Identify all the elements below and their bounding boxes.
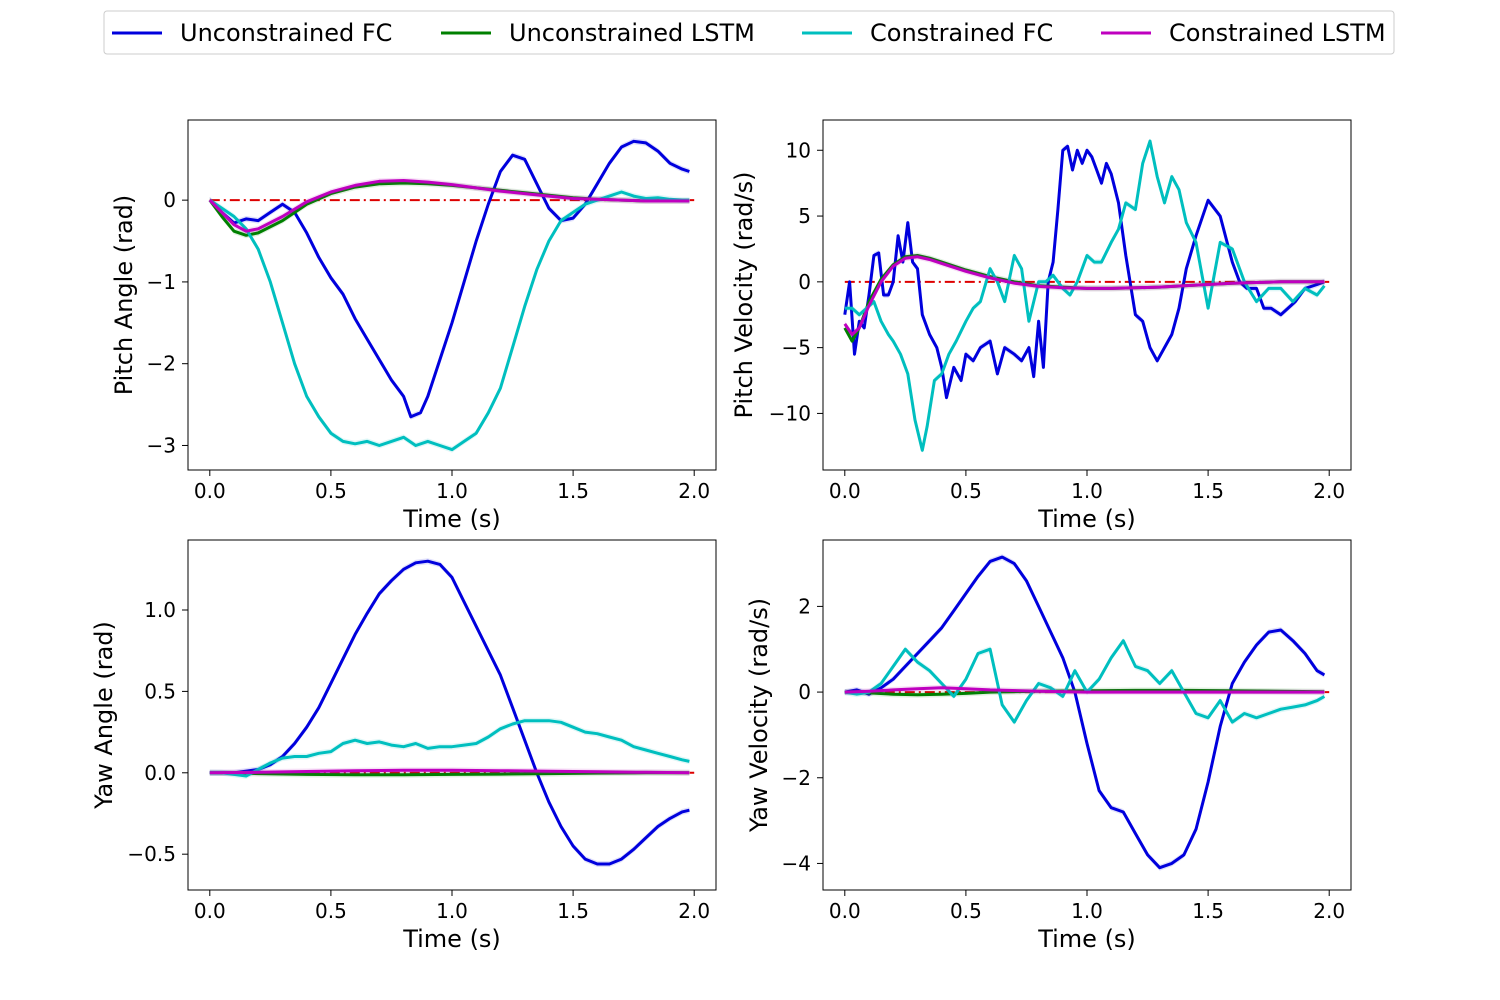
- y-tick-label: −2: [147, 352, 176, 376]
- legend-entry-0: Unconstrained FC: [112, 19, 392, 47]
- plot-area: [843, 138, 1330, 454]
- legend-entry-3: Constrained LSTM: [1101, 19, 1386, 47]
- x-tick-label: 0.5: [315, 479, 347, 503]
- y-tick-label: 0.5: [144, 679, 176, 703]
- legend-frame: [103, 10, 1395, 55]
- legend-label-2: Constrained FC: [870, 19, 1053, 47]
- y-tick-label: 2: [798, 594, 811, 618]
- x-tick-label: 1.5: [1192, 479, 1224, 503]
- plot-area: [208, 138, 695, 453]
- series-line-0: [844, 555, 1326, 870]
- x-tick-label: 0.0: [829, 479, 861, 503]
- y-tick-label: −1: [147, 270, 176, 294]
- y-axis-label: Yaw Velocity (rad/s): [745, 598, 773, 833]
- x-tick-label: 1.0: [436, 479, 468, 503]
- x-tick-label: 0.5: [950, 899, 982, 923]
- x-tick-label: 0.0: [194, 479, 226, 503]
- y-tick-label: 0: [798, 270, 811, 294]
- series-band-0: [844, 554, 1325, 871]
- y-axis-label: Pitch Velocity (rad/s): [730, 172, 758, 419]
- series-line-3: [209, 768, 690, 775]
- y-axis-label: Yaw Angle (rad): [90, 621, 118, 810]
- x-tick-label: 2.0: [678, 899, 710, 923]
- x-tick-label: 2.0: [1313, 479, 1345, 503]
- y-axis-label: Pitch Angle (rad): [110, 195, 138, 396]
- series-line-3: [208, 179, 690, 233]
- x-tick-label: 0.5: [315, 899, 347, 923]
- axes-frame: [187, 119, 717, 471]
- x-axis-label: Time (s): [402, 505, 501, 533]
- subplot-pitch-angle: Time (s) Pitch Angle (rad) 0.0 0.5 1.0 1.5 2…: [110, 119, 717, 533]
- y-tick-label: −3: [147, 433, 176, 457]
- x-tick-label: 0.0: [829, 899, 861, 923]
- y-tick-label: 0: [163, 188, 176, 212]
- subplot-pitch-velocity: Time (s) Pitch Velocity (rad/s) 0.0 0.5 1.…: [730, 119, 1352, 533]
- x-tick-label: 1.0: [1071, 479, 1103, 503]
- x-tick-label: 0.5: [950, 479, 982, 503]
- series-line-3: [844, 686, 1325, 694]
- legend-label-0: Unconstrained FC: [180, 19, 392, 47]
- legend-entry-2: Constrained FC: [802, 19, 1053, 47]
- series-line-2: [208, 190, 690, 452]
- x-tick-label: 2.0: [678, 479, 710, 503]
- y-tick-label: 0: [798, 680, 811, 704]
- x-tick-label: 1.5: [557, 479, 589, 503]
- y-tick-label: −0.5: [127, 842, 176, 866]
- x-tick-label: 1.0: [436, 899, 468, 923]
- x-tick-label: 2.0: [1313, 899, 1345, 923]
- legend-entry-1: Unconstrained LSTM: [441, 19, 755, 47]
- x-tick-label: 0.0: [194, 899, 226, 923]
- legend-label-1: Unconstrained LSTM: [509, 19, 755, 47]
- tick-group: 0.0 0.5 1.0 1.5 2.0 −0.5 0.0 0.5 1.0: [127, 598, 710, 923]
- series-line-0: [843, 144, 1325, 400]
- subplot-yaw-velocity: Time (s) Yaw Velocity (rad/s) 0.0 0.5 1.0 1…: [745, 539, 1352, 953]
- x-tick-label: 1.5: [557, 899, 589, 923]
- y-tick-label: 0.0: [144, 761, 176, 785]
- axes-frame: [822, 119, 1352, 471]
- y-tick-label: −4: [782, 851, 811, 875]
- y-tick-label: −2: [782, 766, 811, 790]
- series-line-2: [844, 139, 1326, 452]
- tick-group: 0.0 0.5 1.0 1.5 2.0 −3 −2 −1 0: [147, 188, 711, 503]
- x-axis-label: Time (s): [1037, 505, 1136, 533]
- series-line-0: [209, 559, 690, 866]
- axes-frame: [187, 539, 717, 891]
- series-band-2: [209, 717, 690, 779]
- series-band-0: [209, 558, 690, 867]
- series-line-3: [843, 255, 1325, 336]
- x-axis-label: Time (s): [402, 925, 501, 953]
- series-band-1: [209, 180, 690, 239]
- series-line-2: [209, 719, 690, 778]
- y-tick-label: 1.0: [144, 598, 176, 622]
- x-tick-label: 1.5: [1192, 899, 1224, 923]
- x-tick-label: 1.0: [1071, 899, 1103, 923]
- series-band-0: [209, 138, 690, 420]
- tick-group: 0.0 0.5 1.0 1.5 2.0 −10 −5 0 5 10: [769, 138, 1345, 503]
- subplot-yaw-angle: Time (s) Yaw Angle (rad) 0.0 0.5 1.0 1.5 2.0…: [90, 539, 717, 953]
- plot-area: [209, 558, 695, 867]
- plot-area: [844, 554, 1330, 871]
- y-tick-label: −10: [769, 401, 811, 425]
- legend-label-3: Constrained LSTM: [1169, 19, 1386, 47]
- y-tick-label: 5: [798, 204, 811, 228]
- y-tick-label: 10: [786, 138, 811, 162]
- x-axis-label: Time (s): [1037, 925, 1136, 953]
- tick-group: 0.0 0.5 1.0 1.5 2.0 −4 −2 0 2: [782, 594, 1346, 923]
- y-tick-label: −5: [782, 336, 811, 360]
- legend: Unconstrained FC Unconstrained LSTM Cons…: [103, 10, 1395, 55]
